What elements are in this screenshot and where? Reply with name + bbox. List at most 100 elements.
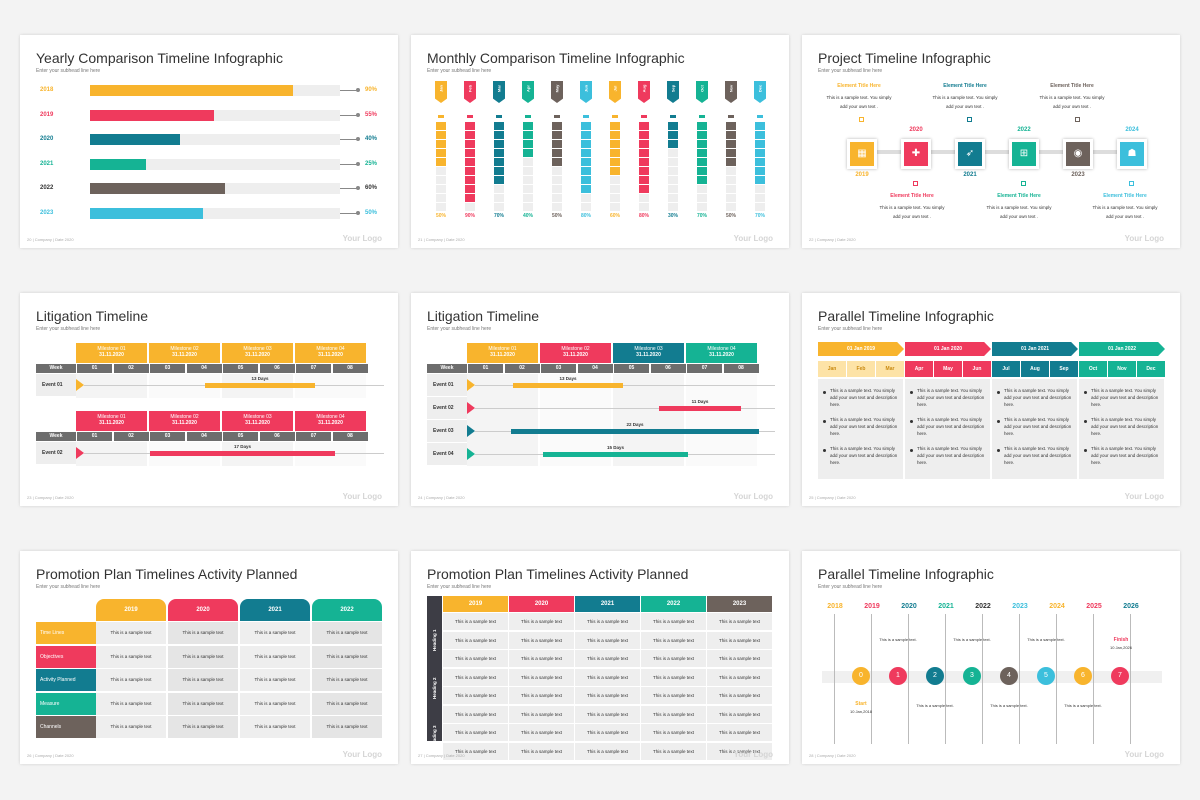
event-box (427, 374, 467, 396)
date-arrow: 01 Jan 2022 (1079, 342, 1165, 356)
milestone-name: Milestone 02 (170, 414, 199, 420)
slide-parallel-timeline-1[interactable]: Parallel Timeline Infographic Enter your… (802, 293, 1180, 506)
segment (494, 194, 504, 202)
segment (494, 185, 504, 193)
bullet-panel (818, 379, 903, 479)
table-cell (443, 613, 508, 630)
year-label: 2020 (40, 136, 54, 142)
month-cell: Jan (818, 361, 846, 377)
bar-fill (90, 109, 214, 121)
segment (726, 122, 736, 130)
cell-text: This is a sample text (326, 677, 368, 682)
segment (523, 194, 533, 202)
table-cell (575, 668, 640, 686)
dot (356, 112, 360, 117)
week-number: 02 (113, 432, 149, 441)
slide-promotion-plan-2[interactable]: Promotion Plan Timelines Activity Planne… (411, 551, 789, 764)
month-cell: Jun (963, 361, 991, 377)
table-cell (96, 692, 166, 715)
table-cell (641, 650, 706, 667)
percent-label: 55% (365, 111, 378, 118)
cell-text: This is a sample text (586, 711, 628, 717)
dot (356, 137, 360, 141)
bullet-dot (1084, 449, 1087, 452)
event-label: Event 02 (433, 405, 454, 411)
slide-litigation-timeline-1[interactable]: Litigation Timeline Enter your subhead l… (20, 293, 398, 506)
table-cell (168, 669, 238, 691)
event-arrow (76, 447, 84, 459)
month-percent: 70% (696, 213, 707, 219)
segment (581, 185, 591, 193)
event-label: Event 04 (433, 451, 454, 457)
step-circle: 4 (1000, 667, 1018, 685)
slide-litigation-timeline-2[interactable]: Litigation Timeline Enter your subhead l… (411, 293, 789, 506)
slide-subtitle: Enter your subhead line here (427, 68, 492, 74)
week-number: 05 (614, 364, 649, 373)
milestone-name: Milestone 03 (243, 346, 272, 352)
month-label: Feb (467, 84, 473, 93)
year-header: 2020 (509, 596, 574, 612)
milestone-header: Milestone 01 31.11.2020 (467, 343, 538, 363)
cell-text: This is a sample text (110, 724, 152, 729)
table-cell (509, 724, 574, 741)
month-percent: 70% (754, 213, 765, 219)
event-days: 17 Days (233, 444, 251, 449)
cap (670, 115, 676, 118)
segment (639, 140, 649, 148)
slide-footer: 26 | Company | Date 2020 (27, 753, 74, 758)
bar-fill (90, 85, 293, 96)
finish-date: 10 Jan,2026 (1109, 645, 1133, 650)
month-tag: Feb (464, 81, 476, 103)
year-label: 2019 (864, 603, 880, 610)
cell-text: This is a sample text (586, 619, 628, 624)
table-cell (641, 613, 706, 630)
milestone-date: 31.11.2020 (490, 352, 515, 358)
table-cell (96, 669, 166, 691)
segment (523, 149, 533, 157)
segment (697, 122, 707, 130)
milestone-name: Milestone 02 (561, 346, 590, 352)
connector (340, 188, 358, 189)
segment (668, 122, 678, 130)
segment (581, 203, 591, 211)
slide-yearly-comparison[interactable]: Yearly Comparison Timeline Infographic E… (20, 35, 398, 248)
year-line (908, 614, 909, 744)
segment (697, 167, 707, 175)
grid-column (686, 374, 757, 466)
slide-subtitle: Enter your subhead line here (36, 68, 101, 74)
segment (755, 167, 765, 175)
slide-project-timeline[interactable]: Project Timeline Infographic Enter your … (802, 35, 1180, 248)
slide-title: Yearly Comparison Timeline Infographic (36, 50, 283, 66)
slide-promotion-plan-1[interactable]: Promotion Plan Timelines Activity Planne… (20, 551, 398, 764)
segment (552, 176, 562, 184)
segment (697, 131, 707, 139)
month-tag: Nov (725, 81, 737, 103)
year-line (1056, 614, 1057, 744)
segment (610, 185, 620, 193)
segment (581, 140, 591, 148)
event-bar (150, 451, 335, 456)
cell-text: This is a sample text (652, 674, 694, 680)
bullet-text: This is a sample text. You simply add yo… (830, 446, 898, 465)
logo-text: Your Logo (733, 750, 773, 759)
date-arrow: 01 Jan 2019 (818, 342, 904, 356)
table-cell (509, 650, 574, 667)
connector (340, 212, 358, 214)
slide-monthly-comparison[interactable]: Monthly Comparison Timeline Infographic … (411, 35, 789, 248)
bullet-dot (997, 449, 1000, 452)
segment (523, 203, 533, 211)
cap (525, 115, 531, 118)
timeline-line (852, 150, 1132, 154)
slide-parallel-timeline-2[interactable]: Parallel Timeline Infographic Enter your… (802, 551, 1180, 764)
milestone-date: 31.11.2020 (318, 352, 343, 358)
year-line (871, 614, 872, 744)
week-number: 08 (723, 364, 759, 373)
month-cell: Mar (876, 361, 904, 377)
event-days: 11 Days (691, 399, 709, 404)
event-label: Event 03 (433, 428, 454, 434)
bullet-panel (1079, 379, 1164, 479)
start-label: Start (855, 701, 867, 707)
slide-title: Promotion Plan Timelines Activity Planne… (427, 566, 689, 582)
step-callout: This is a sample text. (1027, 637, 1065, 642)
segment (755, 122, 765, 130)
